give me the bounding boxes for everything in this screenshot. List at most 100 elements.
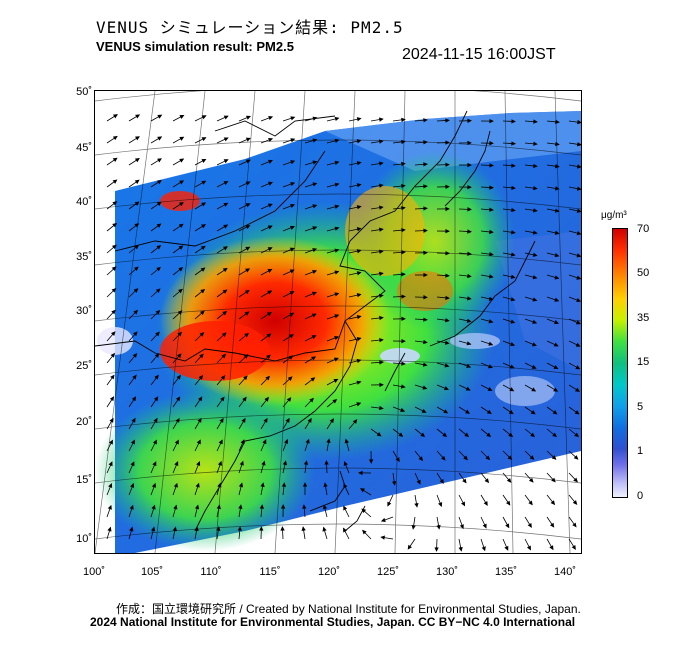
wind-arrowhead <box>356 183 362 188</box>
wind-arrowhead <box>178 245 184 250</box>
wind-arrowhead <box>462 478 467 484</box>
wind-arrowhead <box>376 432 382 437</box>
wind-arrowhead <box>334 138 340 144</box>
wind-arrowhead <box>109 417 114 423</box>
wind-arrowhead <box>222 289 228 294</box>
lat-tick-label: 10˚ <box>76 533 92 545</box>
lon-tick-label: 100˚ <box>82 566 106 578</box>
lon-tick-label: 120˚ <box>317 566 341 578</box>
wind-arrowhead <box>572 500 578 505</box>
lon-tick-label: 110˚ <box>200 566 222 578</box>
wind-arrowhead <box>108 483 113 489</box>
wind-arrowhead <box>489 163 494 168</box>
wind-arrowhead <box>133 309 139 315</box>
wind-arrowhead <box>392 481 397 486</box>
wind-arrowhead <box>550 500 556 506</box>
wind-arrowhead <box>217 482 222 488</box>
wind-arrowhead <box>401 161 406 167</box>
wind-arrowhead <box>289 291 295 296</box>
wind-arrowhead <box>407 544 412 550</box>
wind-arrowhead <box>554 275 560 280</box>
wind-arrowhead <box>532 275 538 280</box>
wind-arrowhead <box>333 378 339 383</box>
wind-arrowhead <box>263 417 268 423</box>
wind-arrowhead <box>267 268 273 273</box>
wind-arrowhead <box>262 439 267 445</box>
wind-arrowhead <box>467 207 472 212</box>
wind-arrowhead <box>218 439 223 445</box>
wind-arrowhead <box>510 319 516 324</box>
colorbar-tick: 5 <box>637 401 644 413</box>
wind-arrowhead <box>576 164 581 169</box>
wind-arrowhead <box>422 362 428 367</box>
wind-arrowhead <box>237 526 243 531</box>
wind-arrowhead <box>154 353 160 358</box>
wind-arrowhead <box>509 364 515 369</box>
wind-arrowhead <box>444 318 450 323</box>
wind-arrowhead <box>267 290 273 295</box>
wind-arrowhead <box>280 526 285 531</box>
wind-arrowhead <box>461 501 466 507</box>
wind-arrowhead <box>423 317 428 322</box>
wind-arrowhead <box>573 455 579 460</box>
wind-arrowhead <box>135 114 141 119</box>
wind-arrowhead <box>356 402 362 407</box>
wind-arrowhead <box>533 119 538 124</box>
lon-tick-label: 135˚ <box>494 566 518 578</box>
wind-arrowhead <box>489 141 494 146</box>
wind-arrowhead <box>577 142 581 147</box>
wind-arrowhead <box>179 114 185 119</box>
wind-arrowhead <box>281 482 287 487</box>
wind-arrowhead <box>387 501 392 507</box>
wind-arrowhead <box>445 162 450 167</box>
wind-arrowhead <box>194 504 200 510</box>
wind-arrowhead <box>289 225 295 230</box>
wind-arrowhead <box>198 396 203 402</box>
wind-arrowhead <box>576 208 581 213</box>
wind-arrowhead <box>133 288 139 293</box>
wind-arrowhead <box>401 117 406 122</box>
wind-arrowhead <box>482 523 487 529</box>
wind-arrowhead <box>554 252 560 258</box>
wind-arrowhead <box>379 405 384 411</box>
wind-arrowhead <box>549 522 555 528</box>
wind-arrowhead <box>527 523 532 528</box>
wind-arrowhead <box>134 201 140 206</box>
wind-arrowhead <box>157 114 163 119</box>
colorbar-tick: 35 <box>637 312 650 324</box>
colorbar-unit: μg/m³ <box>601 210 627 221</box>
wind-arrowhead <box>156 180 162 185</box>
wind-arrowhead <box>378 205 384 210</box>
wind-arrowhead <box>134 223 140 228</box>
wind-arrowhead <box>554 320 560 325</box>
wind-arrowhead <box>574 432 580 438</box>
license-line: 2024 National Institute for Environmenta… <box>90 615 576 629</box>
wind-arrowhead <box>356 336 362 342</box>
wind-arrowhead <box>151 482 156 488</box>
wind-arrowhead <box>217 460 222 466</box>
wind-arrowhead <box>244 311 250 316</box>
wind-arrowhead <box>310 377 316 382</box>
wind-arrowhead <box>467 229 472 234</box>
wind-arrowhead <box>223 159 229 164</box>
wind-arrowhead <box>333 357 339 362</box>
wind-arrowhead <box>531 342 537 347</box>
wind-arrowhead <box>151 504 156 510</box>
wind-arrowhead <box>352 419 358 424</box>
colorbar-tick: 70 <box>637 223 650 235</box>
wind-arrowhead <box>489 252 494 257</box>
wind-arrowhead <box>445 228 450 234</box>
wind-arrowhead <box>553 387 559 392</box>
wind-arrowhead <box>466 341 472 346</box>
lat-tick-label: 35˚ <box>76 251 92 263</box>
wind-arrowhead <box>481 546 486 552</box>
wind-arrowhead <box>378 117 384 122</box>
wind-arrowhead <box>576 297 581 302</box>
wind-arrowhead <box>529 455 535 460</box>
wind-arrowhead <box>178 267 184 272</box>
coastlines <box>95 110 536 532</box>
wind-arrowhead <box>107 504 112 510</box>
wind-arrowhead <box>487 386 493 391</box>
lon-tick-label: 115˚ <box>259 566 281 578</box>
wind-arrowhead <box>531 387 537 392</box>
